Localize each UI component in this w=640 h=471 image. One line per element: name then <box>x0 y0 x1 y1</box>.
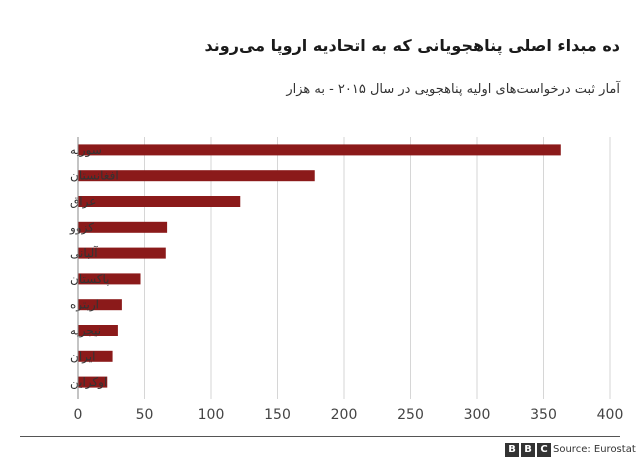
bar <box>78 144 561 156</box>
bbc-logo: B B C <box>505 443 551 457</box>
chart-subtitle: آمار ثبت درخواست‌های اولیه پناهجویی در س… <box>286 82 620 97</box>
bar-chart: 0 50 100 150 200 250 300 350 400 سوریه افغانستان عر… <box>69 137 624 423</box>
bar <box>78 221 168 233</box>
bar <box>78 350 113 362</box>
category-label: پاکستان <box>70 272 110 286</box>
category-label: آلبانی <box>70 245 98 260</box>
x-tick-label: 300 <box>464 407 491 423</box>
x-tick-label: 400 <box>597 407 624 423</box>
category-label: نیجریه <box>70 324 101 339</box>
category-label: کزوو <box>69 220 94 235</box>
category-label: اوکراین <box>70 375 107 390</box>
bar <box>78 299 122 311</box>
bar <box>78 196 241 207</box>
x-tick-label: 250 <box>397 407 424 423</box>
bbc-logo-letter: B <box>505 443 519 457</box>
category-label: سوریه <box>70 143 102 158</box>
footer-divider <box>20 436 620 437</box>
x-tick-label: 50 <box>136 407 154 423</box>
bar <box>78 376 108 388</box>
x-tick-label: 200 <box>331 407 358 423</box>
x-tick-label: 150 <box>264 407 291 423</box>
bbc-logo-letter: B <box>521 443 535 457</box>
category-label: ایران <box>70 349 95 364</box>
category-label: اریتره <box>70 298 99 313</box>
bar <box>78 170 315 182</box>
bar <box>78 273 141 285</box>
category-label: افغانستان <box>70 169 119 183</box>
x-tick-label: 0 <box>74 407 83 423</box>
x-tick-label: 350 <box>530 407 557 423</box>
bbc-logo-letter: C <box>537 443 551 457</box>
bar <box>78 325 118 336</box>
x-tick-label: 100 <box>198 407 225 423</box>
bar <box>78 247 166 259</box>
chart-title: ده مبداء اصلی پناهجویانی که به اتحادیه ا… <box>204 36 620 55</box>
source-label: Source: Eurostat <box>553 444 636 455</box>
category-label: عراق <box>70 195 96 210</box>
